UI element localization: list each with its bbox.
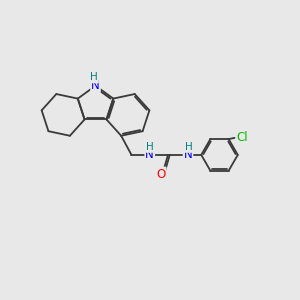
Text: H: H [146, 142, 154, 152]
Text: H: H [185, 142, 193, 152]
Text: N: N [146, 148, 154, 161]
Text: O: O [156, 167, 166, 181]
Text: N: N [184, 148, 192, 161]
Text: H: H [90, 73, 98, 82]
Text: N: N [91, 79, 100, 92]
Text: Cl: Cl [236, 131, 248, 144]
